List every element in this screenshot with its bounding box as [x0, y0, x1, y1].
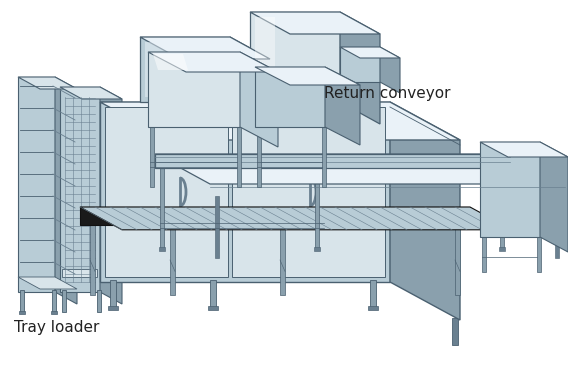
Polygon shape	[60, 87, 122, 99]
Polygon shape	[340, 47, 380, 82]
Polygon shape	[250, 12, 340, 102]
Polygon shape	[18, 77, 77, 89]
Bar	[97, 290, 101, 312]
Polygon shape	[480, 142, 568, 157]
Bar	[537, 235, 541, 272]
Bar	[62, 269, 97, 277]
Bar	[90, 223, 95, 295]
Polygon shape	[340, 12, 380, 124]
Polygon shape	[255, 67, 360, 85]
Bar	[20, 290, 24, 312]
Polygon shape	[390, 102, 460, 320]
Bar	[110, 280, 116, 307]
Bar	[215, 196, 219, 258]
Polygon shape	[510, 154, 565, 198]
Polygon shape	[155, 154, 510, 168]
Polygon shape	[60, 87, 100, 292]
Polygon shape	[80, 207, 470, 225]
Polygon shape	[100, 87, 122, 304]
Polygon shape	[153, 54, 188, 70]
Polygon shape	[250, 12, 380, 34]
Polygon shape	[100, 102, 390, 282]
Polygon shape	[100, 102, 460, 140]
Polygon shape	[240, 52, 278, 147]
Polygon shape	[148, 52, 278, 72]
Polygon shape	[255, 17, 275, 97]
Bar	[52, 290, 56, 312]
Polygon shape	[480, 142, 540, 237]
Polygon shape	[18, 277, 77, 289]
Bar	[237, 125, 241, 187]
Polygon shape	[18, 77, 55, 292]
Bar	[314, 247, 320, 251]
Bar	[108, 306, 118, 310]
Bar	[482, 235, 486, 272]
Polygon shape	[105, 107, 228, 277]
Bar	[160, 166, 164, 248]
Bar	[499, 247, 505, 251]
Polygon shape	[380, 47, 400, 93]
Polygon shape	[145, 42, 170, 97]
Polygon shape	[148, 52, 240, 127]
Polygon shape	[55, 77, 77, 304]
Polygon shape	[232, 107, 385, 277]
Bar	[322, 125, 326, 187]
Bar	[455, 223, 460, 295]
Bar	[19, 311, 25, 314]
Bar	[210, 280, 216, 307]
Bar	[555, 196, 559, 258]
Polygon shape	[325, 67, 360, 145]
Polygon shape	[255, 67, 325, 127]
Bar	[452, 318, 458, 345]
Bar	[500, 166, 504, 248]
Bar	[159, 247, 165, 251]
Bar	[150, 125, 154, 187]
Bar	[368, 306, 378, 310]
Text: Return conveyor: Return conveyor	[324, 86, 450, 100]
Bar	[370, 280, 376, 307]
Polygon shape	[140, 37, 270, 59]
Text: Tray loader: Tray loader	[14, 320, 99, 335]
Bar	[280, 223, 285, 295]
Polygon shape	[540, 142, 568, 252]
Polygon shape	[155, 154, 565, 184]
Polygon shape	[340, 47, 400, 58]
Bar	[62, 290, 66, 312]
Bar	[315, 166, 319, 248]
Polygon shape	[140, 37, 230, 102]
Bar	[208, 306, 218, 310]
Polygon shape	[230, 37, 270, 124]
Polygon shape	[80, 207, 512, 230]
Bar	[51, 311, 57, 314]
Bar	[257, 125, 261, 187]
Bar	[170, 223, 175, 295]
